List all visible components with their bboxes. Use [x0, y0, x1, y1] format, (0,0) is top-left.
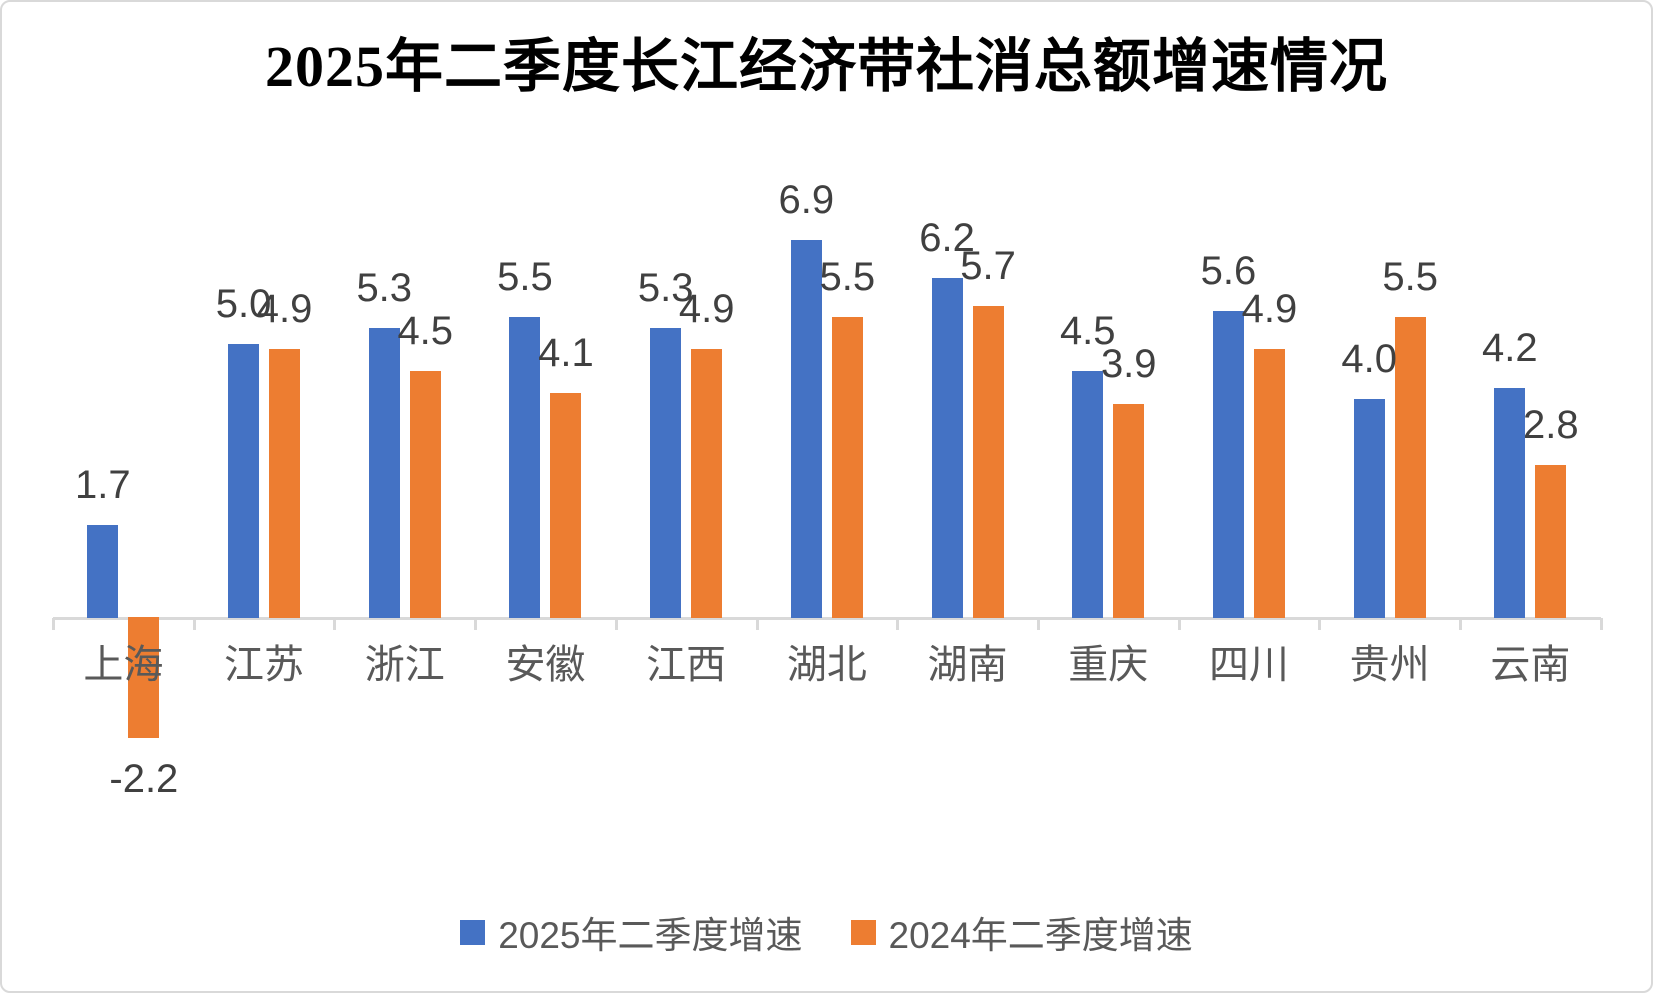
category-label-四川: 四川 [1208, 643, 1289, 687]
bar-2025年二季度增速-安徽 [509, 316, 541, 618]
bar-2024年二季度增速-四川 [1253, 349, 1285, 618]
bar-2025年二季度增速-重庆 [1072, 371, 1104, 618]
data-label-2024年二季度增速-江西: 4.9 [678, 287, 735, 332]
x-axis-tick [192, 618, 196, 630]
bar-2025年二季度增速-湖北 [790, 239, 822, 618]
bar-2024年二季度增速-湖南 [972, 305, 1004, 618]
x-axis-tick [52, 618, 55, 630]
data-label-2025年二季度增速-云南: 4.2 [1482, 325, 1538, 370]
data-label-2024年二季度增速-湖北: 5.5 [819, 254, 876, 299]
x-axis-line [53, 617, 1601, 620]
data-label-2025年二季度增速-四川: 5.6 [1200, 249, 1257, 294]
legend-swatch-icon [850, 919, 876, 945]
data-label-2024年二季度增速-重庆: 3.9 [1100, 342, 1157, 387]
bar-2025年二季度增速-湖南 [931, 278, 963, 618]
bar-2024年二季度增速-安徽 [550, 393, 582, 618]
data-label-2024年二季度增速-贵州: 5.5 [1382, 254, 1438, 299]
x-axis-tick [614, 618, 618, 630]
bar-2024年二季度增速-贵州 [1394, 316, 1426, 618]
bar-2024年二季度增速-上海 [128, 617, 160, 738]
legend-item-2025年二季度增速: 2025年二季度增速 [460, 905, 803, 959]
data-label-2024年二季度增速-四川: 4.9 [1241, 287, 1298, 332]
data-label-2025年二季度增速-重庆: 4.5 [1059, 309, 1116, 354]
bar-2025年二季度增速-江西 [650, 327, 682, 618]
x-axis-tick [1599, 618, 1603, 630]
bar-2024年二季度增速-湖北 [831, 316, 863, 618]
bar-2025年二季度增速-江苏 [228, 344, 260, 618]
category-label-安徽: 安徽 [505, 643, 586, 687]
data-label-2024年二季度增速-上海: -2.2 [109, 756, 179, 801]
data-label-2025年二季度增速-贵州: 4.0 [1341, 336, 1397, 381]
data-label-2024年二季度增速-湖南: 5.7 [960, 243, 1016, 288]
bar-2025年二季度增速-浙江 [368, 327, 400, 618]
category-label-江苏: 江苏 [224, 643, 305, 687]
bar-2025年二季度增速-上海 [87, 524, 119, 618]
legend: 2025年二季度增速 2024年二季度增速 [2, 905, 1651, 959]
x-axis-tick [333, 618, 337, 630]
bar-2024年二季度增速-江西 [691, 349, 723, 618]
x-axis-tick [474, 618, 478, 630]
x-axis-tick [1036, 618, 1040, 630]
category-label-重庆: 重庆 [1068, 643, 1149, 687]
bar-2025年二季度增速-云南 [1494, 387, 1526, 618]
bar-2024年二季度增速-重庆 [1113, 404, 1145, 618]
x-axis-tick [1318, 618, 1322, 630]
category-label-上海: 上海 [83, 643, 164, 687]
category-label-江西: 江西 [646, 643, 727, 687]
legend-label: 2024年二季度增速 [888, 915, 1193, 956]
category-label-云南: 云南 [1490, 643, 1571, 687]
x-axis-tick [1459, 618, 1462, 630]
data-label-2025年二季度增速-江西: 5.3 [637, 265, 694, 310]
bar-2024年二季度增速-浙江 [409, 371, 441, 618]
data-label-2024年二季度增速-浙江: 4.5 [397, 309, 454, 354]
data-label-2024年二季度增速-江苏: 4.9 [256, 287, 313, 332]
x-axis-tick [896, 618, 900, 630]
category-label-湖南: 湖南 [927, 643, 1008, 687]
category-label-浙江: 浙江 [364, 643, 445, 687]
data-label-2025年二季度增速-江苏: 5.0 [215, 282, 272, 326]
data-label-2025年二季度增速-湖北: 6.9 [778, 177, 835, 222]
legend-label: 2025年二季度增速 [498, 915, 803, 956]
data-label-2025年二季度增速-安徽: 5.5 [497, 254, 553, 299]
data-label-2025年二季度增速-上海: 1.7 [75, 462, 131, 507]
bar-2025年二季度增速-四川 [1212, 311, 1244, 618]
x-axis-tick [755, 618, 759, 630]
bar-2024年二季度增速-云南 [1535, 464, 1567, 618]
chart-title: 2025年二季度长江经济带社消总额增速情况 [264, 34, 1388, 99]
data-label-2025年二季度增速-湖南: 6.2 [919, 216, 975, 261]
category-label-贵州: 贵州 [1349, 643, 1430, 687]
bar-2024年二季度增速-江苏 [269, 349, 301, 618]
data-label-2024年二季度增速-安徽: 4.1 [538, 331, 594, 376]
bar-2025年二季度增速-贵州 [1353, 398, 1385, 618]
legend-swatch-icon [460, 919, 486, 945]
x-axis-tick [1177, 618, 1181, 630]
category-label-湖北: 湖北 [786, 643, 867, 687]
data-label-2024年二季度增速-云南: 2.8 [1523, 402, 1579, 447]
data-label-2025年二季度增速-浙江: 5.3 [356, 265, 413, 310]
legend-item-2024年二季度增速: 2024年二季度增速 [850, 905, 1193, 959]
